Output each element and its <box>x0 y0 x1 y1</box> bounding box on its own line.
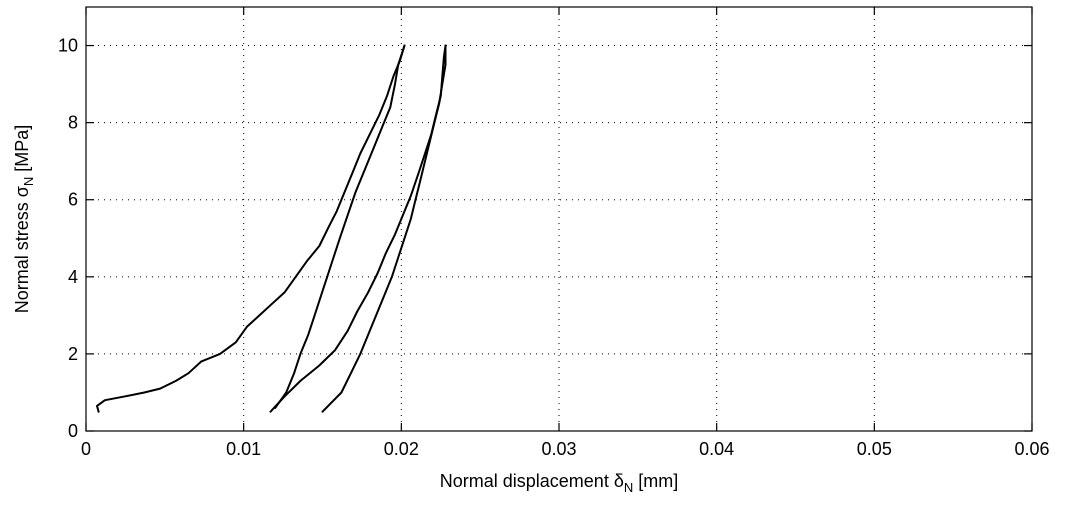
x-tick-label: 0.05 <box>857 439 892 459</box>
y-axis-title-unit: [MPa] <box>12 125 32 177</box>
data-series <box>96 44 447 413</box>
y-axis-tick-labels: 0 2 4 6 8 10 <box>58 36 78 441</box>
x-axis-title-subscript: N <box>624 480 633 495</box>
y-tick-label: 6 <box>68 190 78 210</box>
y-axis-title-subscript: N <box>21 177 36 186</box>
series-line-1 <box>96 44 406 413</box>
x-axis-title-main: Normal displacement <box>440 471 614 491</box>
tick-marks <box>85 7 1033 432</box>
x-tick-label: 0.01 <box>226 439 261 459</box>
y-tick-label: 8 <box>68 113 78 133</box>
x-tick-label: 0.06 <box>1014 439 1049 459</box>
y-axis-title: Normal stress σN [MPa] <box>12 125 36 314</box>
x-tick-label: 0.02 <box>384 439 419 459</box>
x-axis-title-unit: [mm] <box>633 471 678 491</box>
y-tick-label: 10 <box>58 36 78 56</box>
x-tick-label: 0.03 <box>541 439 576 459</box>
gridlines <box>86 7 1032 431</box>
series-line-2 <box>274 44 406 409</box>
y-axis-title-main: Normal stress <box>12 197 32 313</box>
x-tick-label: 0 <box>81 439 91 459</box>
x-tick-label: 0.04 <box>699 439 734 459</box>
x-axis-title-symbol: δ <box>614 471 624 491</box>
series-line-4 <box>321 44 447 413</box>
y-axis-title-symbol: σ <box>12 186 32 197</box>
y-tick-label: 2 <box>68 344 78 364</box>
x-axis-title: Normal displacement δN [mm] <box>440 471 679 495</box>
y-tick-label: 0 <box>68 421 78 441</box>
y-tick-label: 4 <box>68 267 78 287</box>
x-axis-tick-labels: 0 0.01 0.02 0.03 0.04 0.05 0.06 <box>81 439 1050 459</box>
